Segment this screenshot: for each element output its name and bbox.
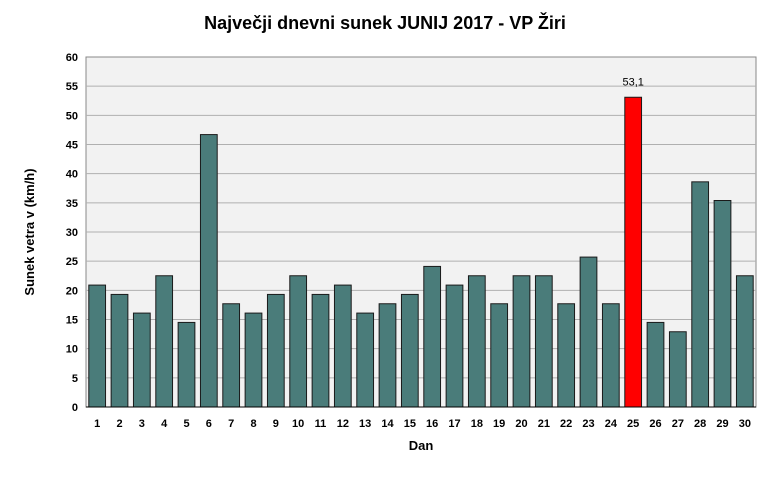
y-tick-label: 55	[66, 81, 78, 93]
bar	[110, 293, 129, 408]
y-tick-label: 0	[72, 402, 78, 414]
x-tick-label: 1	[94, 418, 100, 430]
x-tick-label: 8	[250, 418, 256, 430]
y-tick-label: 20	[66, 285, 78, 297]
bar	[601, 303, 620, 408]
bar	[88, 284, 107, 408]
bar	[222, 303, 241, 408]
y-tick-label: 10	[66, 344, 78, 356]
bar	[713, 200, 732, 408]
bar	[691, 181, 710, 408]
bar-max	[624, 96, 643, 408]
bar	[512, 275, 531, 408]
y-tick-label: 15	[66, 315, 78, 327]
x-tick-label: 30	[739, 418, 751, 430]
x-tick-label: 6	[206, 418, 212, 430]
bar	[579, 256, 598, 408]
x-tick-label: 25	[627, 418, 639, 430]
x-tick-label: 5	[183, 418, 189, 430]
chart-title: Največji dnevni sunek JUNIJ 2017 - VP Ži…	[204, 12, 566, 33]
x-tick-label: 17	[448, 418, 460, 430]
x-tick-label: 27	[672, 418, 684, 430]
x-tick-label: 23	[582, 418, 594, 430]
bar	[356, 312, 375, 408]
y-tick-label: 5	[72, 373, 78, 385]
bar	[534, 275, 553, 408]
bar	[132, 312, 151, 408]
y-axis-ticks: 0 5 10 15 20 25 30 35 40 45 50 55 60	[66, 52, 78, 414]
bar	[668, 331, 687, 408]
x-tick-label: 22	[560, 418, 572, 430]
x-tick-label: 29	[716, 418, 728, 430]
bar	[289, 275, 308, 408]
bar	[490, 303, 509, 408]
x-tick-label: 12	[337, 418, 349, 430]
bar	[311, 293, 330, 408]
x-tick-label: 3	[139, 418, 145, 430]
x-tick-label: 2	[116, 418, 122, 430]
x-tick-label: 16	[426, 418, 438, 430]
bar	[557, 303, 576, 408]
bars	[88, 96, 754, 408]
x-tick-label: 11	[315, 418, 327, 430]
x-tick-label: 26	[649, 418, 661, 430]
bar	[333, 284, 352, 408]
x-tick-label: 9	[273, 418, 279, 430]
x-tick-label: 28	[694, 418, 706, 430]
bar	[155, 275, 174, 408]
bar	[646, 321, 665, 408]
x-tick-label: 7	[228, 418, 234, 430]
y-tick-label: 30	[66, 227, 78, 239]
y-tick-label: 45	[66, 140, 78, 152]
x-tick-label: 21	[538, 418, 550, 430]
bar	[378, 303, 397, 408]
x-tick-label: 10	[292, 418, 304, 430]
grid-lines	[86, 85, 756, 379]
x-tick-label: 18	[471, 418, 483, 430]
y-tick-label: 60	[66, 52, 78, 64]
x-axis-ticks: 1 2 3 4 5 6 7 8 9 10 11 12 13 14 15 16 17 18 19 20 21 22 23 24 2…	[94, 418, 751, 430]
bar	[423, 265, 442, 408]
bar	[467, 275, 486, 408]
x-tick-label: 24	[605, 418, 618, 430]
y-tick-label: 35	[66, 198, 78, 210]
y-axis-label: Sunek vetra v (km/h)	[22, 168, 37, 295]
x-tick-label: 20	[515, 418, 527, 430]
x-tick-label: 19	[493, 418, 505, 430]
bar	[400, 293, 419, 408]
x-tick-label: 4	[161, 418, 168, 430]
x-tick-label: 14	[381, 418, 394, 430]
x-tick-label: 13	[359, 418, 371, 430]
data-label-max: 53,1	[622, 76, 643, 88]
y-tick-label: 40	[66, 169, 78, 181]
bar	[199, 134, 218, 408]
bar	[266, 293, 285, 408]
bar	[735, 275, 754, 408]
y-tick-label: 25	[66, 256, 78, 268]
x-axis-label: Dan	[409, 438, 434, 453]
x-tick-label: 15	[404, 418, 416, 430]
bar	[244, 312, 263, 408]
y-tick-label: 50	[66, 110, 78, 122]
bar	[445, 284, 464, 408]
bar	[177, 321, 196, 408]
